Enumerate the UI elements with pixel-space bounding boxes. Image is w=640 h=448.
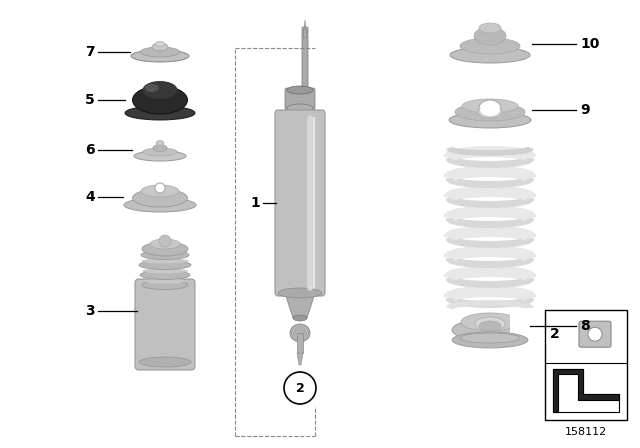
Ellipse shape [278, 288, 322, 298]
Ellipse shape [141, 185, 179, 197]
Ellipse shape [144, 279, 186, 284]
Ellipse shape [455, 103, 525, 121]
Ellipse shape [152, 43, 168, 51]
Ellipse shape [462, 99, 518, 113]
Ellipse shape [475, 317, 505, 331]
Text: 1: 1 [250, 196, 260, 210]
FancyBboxPatch shape [135, 279, 195, 370]
Ellipse shape [139, 260, 191, 270]
Text: 3: 3 [85, 304, 95, 318]
Ellipse shape [460, 38, 520, 54]
Ellipse shape [139, 357, 191, 367]
Circle shape [159, 235, 171, 247]
Ellipse shape [131, 50, 189, 62]
Text: 7: 7 [85, 45, 95, 59]
Polygon shape [285, 293, 315, 318]
Ellipse shape [156, 141, 164, 146]
Bar [510, 308, 535, 340]
Ellipse shape [143, 249, 187, 254]
Ellipse shape [142, 280, 188, 289]
Text: 10: 10 [580, 37, 600, 51]
Ellipse shape [452, 319, 528, 341]
Ellipse shape [145, 84, 159, 92]
Text: 2: 2 [550, 327, 560, 341]
Ellipse shape [140, 47, 180, 57]
Ellipse shape [142, 242, 188, 256]
Ellipse shape [450, 47, 530, 63]
Polygon shape [553, 369, 619, 412]
Ellipse shape [474, 27, 506, 45]
Text: 4: 4 [85, 190, 95, 204]
Ellipse shape [140, 271, 190, 280]
Ellipse shape [141, 250, 189, 259]
Ellipse shape [143, 81, 177, 99]
Bar [545, 310, 627, 420]
Ellipse shape [134, 151, 186, 161]
Ellipse shape [141, 258, 189, 263]
Text: 9: 9 [580, 103, 589, 117]
Text: 158112: 158112 [565, 427, 607, 437]
Circle shape [155, 183, 165, 193]
Polygon shape [303, 20, 307, 38]
Ellipse shape [461, 313, 519, 331]
Text: 6: 6 [85, 143, 95, 157]
FancyBboxPatch shape [275, 110, 325, 296]
Ellipse shape [287, 86, 313, 94]
Polygon shape [553, 369, 619, 412]
Circle shape [588, 327, 602, 341]
Ellipse shape [155, 42, 165, 47]
Ellipse shape [449, 112, 531, 128]
Ellipse shape [290, 324, 310, 342]
Ellipse shape [478, 106, 502, 118]
Text: 2: 2 [296, 382, 305, 395]
Ellipse shape [293, 315, 307, 321]
Ellipse shape [150, 239, 180, 249]
Ellipse shape [480, 104, 500, 116]
Ellipse shape [124, 198, 196, 212]
Text: 8: 8 [580, 319, 589, 333]
Polygon shape [297, 353, 303, 365]
Ellipse shape [125, 106, 195, 120]
Ellipse shape [452, 332, 528, 348]
FancyBboxPatch shape [579, 321, 611, 347]
FancyBboxPatch shape [285, 88, 315, 110]
Ellipse shape [132, 189, 188, 207]
Ellipse shape [153, 145, 167, 151]
Ellipse shape [142, 268, 188, 273]
Bar [297, 333, 303, 353]
Ellipse shape [287, 104, 313, 112]
Ellipse shape [479, 23, 501, 33]
FancyBboxPatch shape [302, 27, 308, 99]
Ellipse shape [479, 100, 501, 116]
Ellipse shape [460, 333, 520, 343]
Ellipse shape [143, 148, 177, 156]
Circle shape [284, 372, 316, 404]
Ellipse shape [479, 321, 501, 331]
Ellipse shape [132, 86, 188, 114]
Text: 5: 5 [85, 93, 95, 107]
